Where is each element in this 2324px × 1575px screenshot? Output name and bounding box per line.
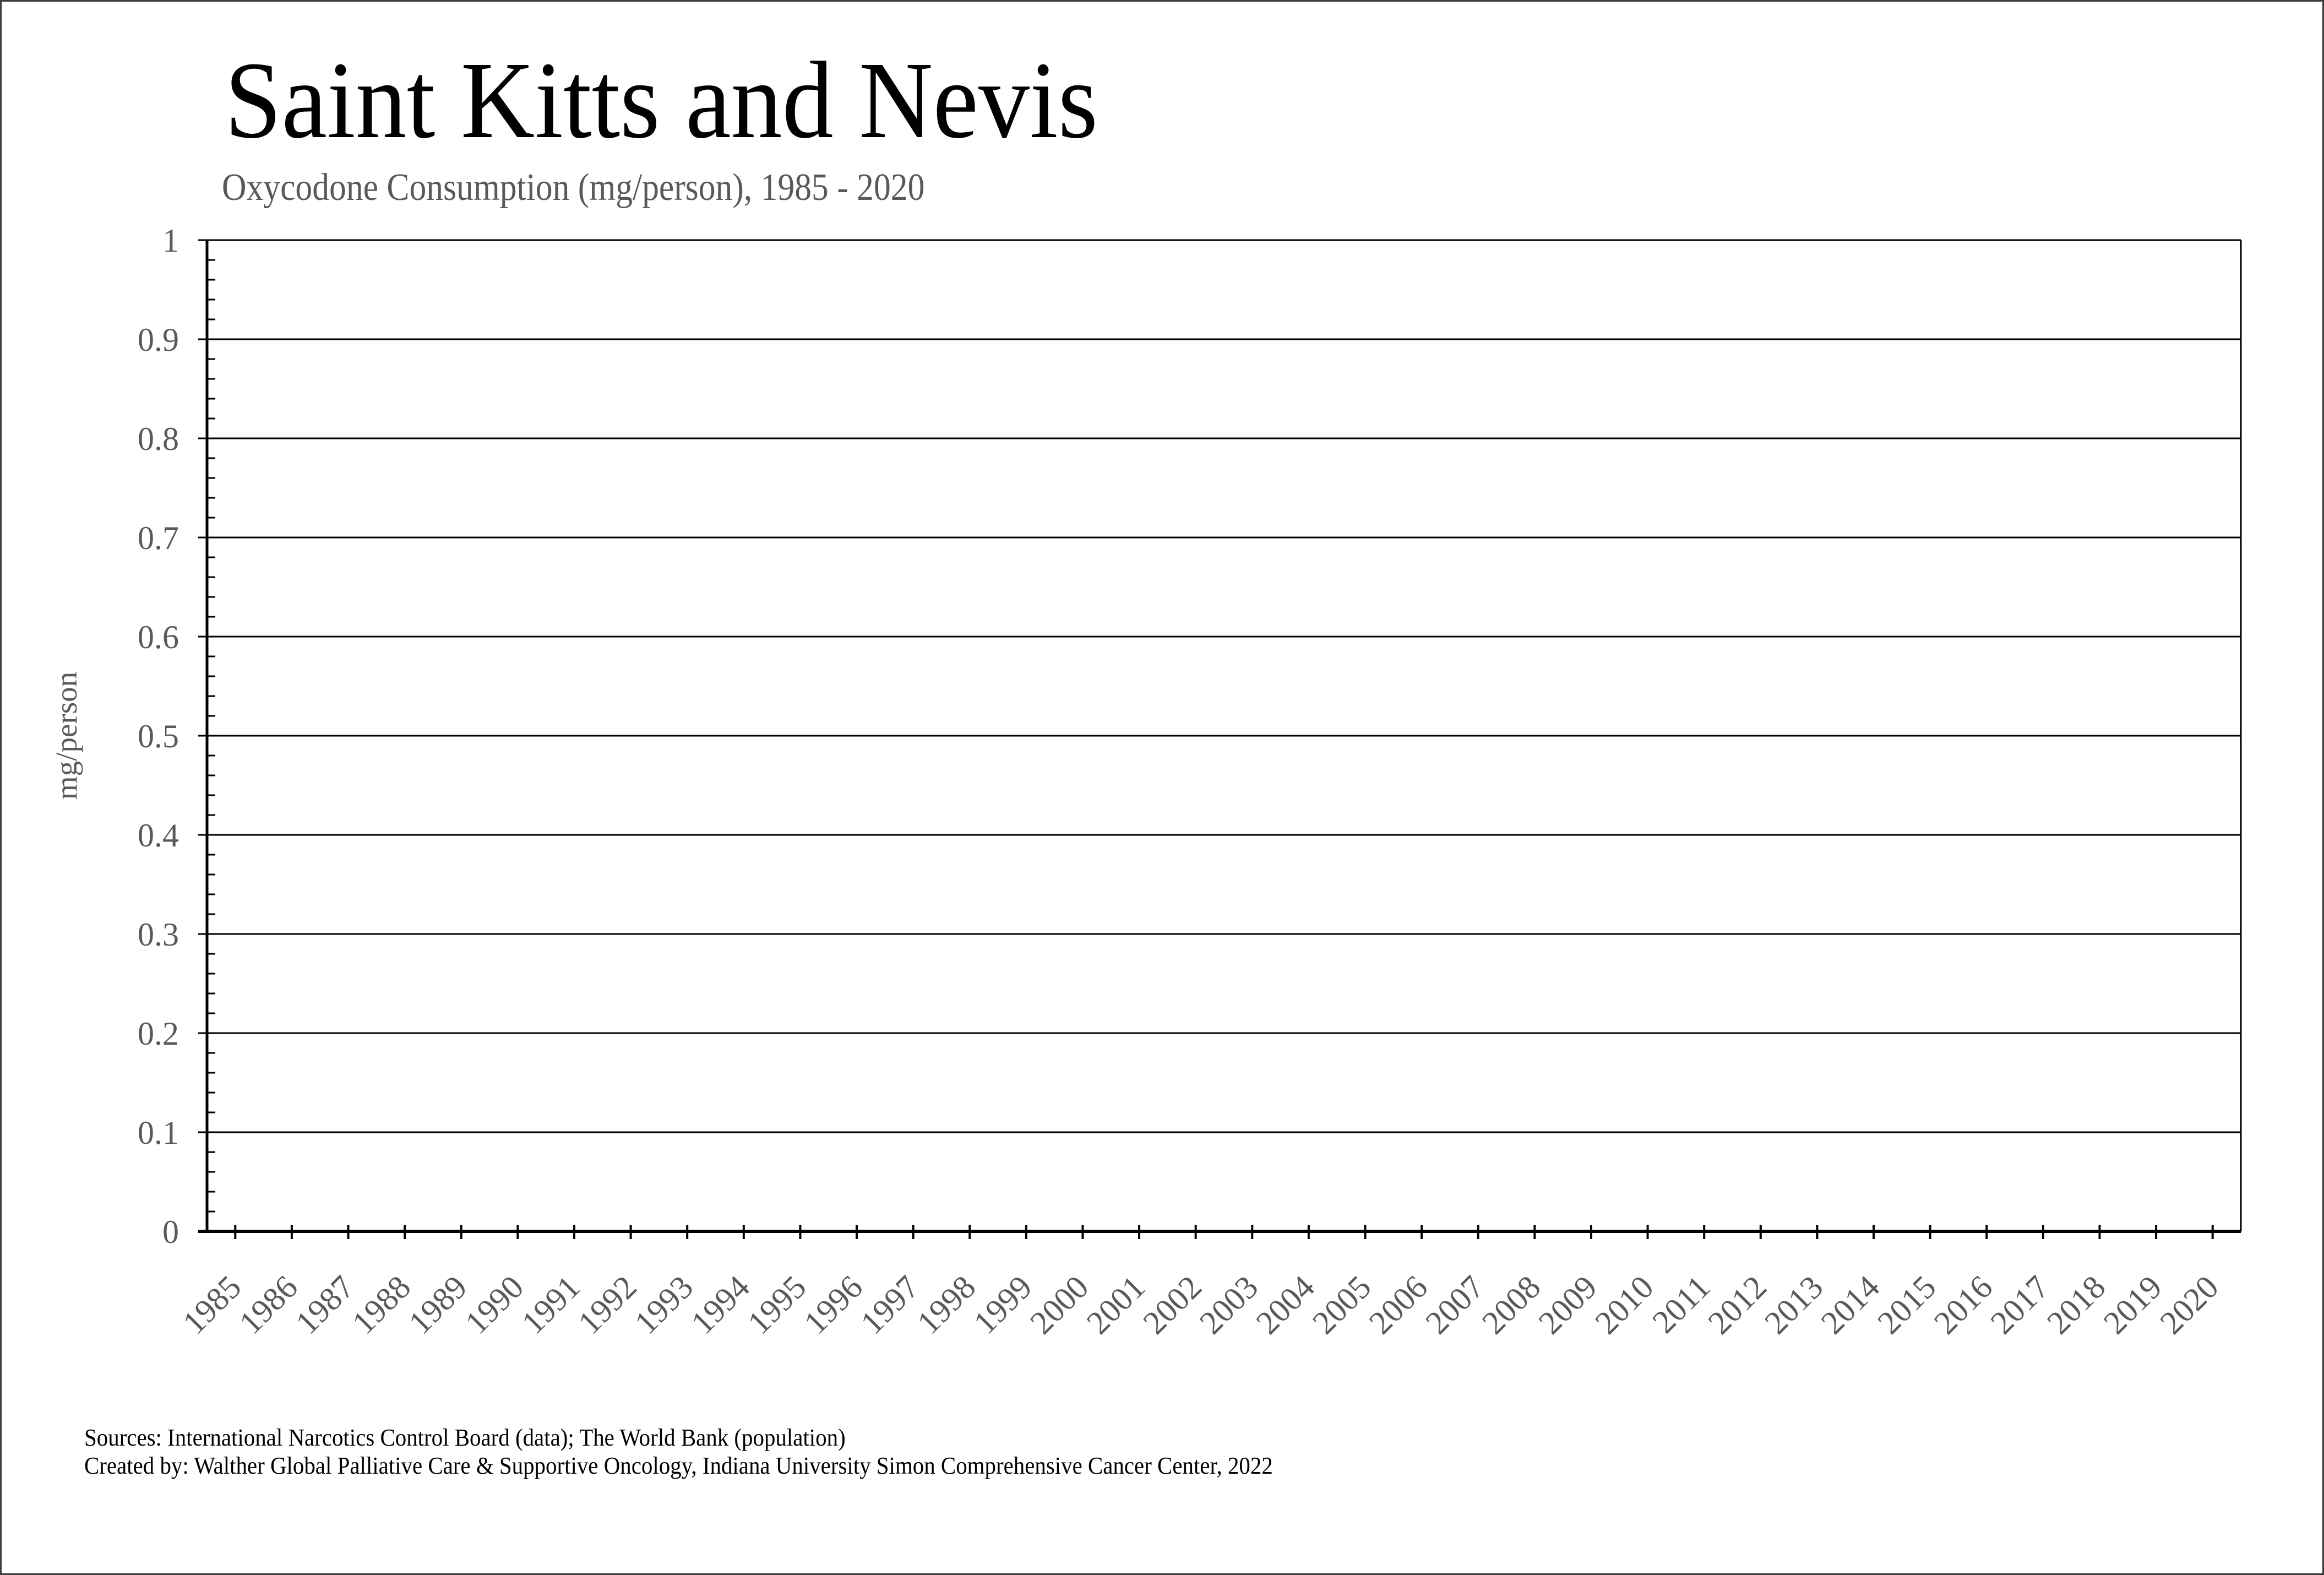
x-tick-label: 1991 xyxy=(515,1269,587,1342)
x-tick-label: 2007 xyxy=(1418,1269,1491,1342)
source-note: Sources: International Narcotics Control… xyxy=(84,1424,1273,1480)
x-tick-label: 2015 xyxy=(1870,1269,1943,1342)
x-tick-label: 2016 xyxy=(1927,1269,2000,1342)
x-tick-label: 2018 xyxy=(2040,1269,2113,1342)
y-tick-label: 0.1 xyxy=(138,1115,179,1151)
x-tick-label: 2020 xyxy=(2153,1269,2225,1342)
x-tick-label: 1994 xyxy=(684,1269,756,1342)
x-tick-label: 2005 xyxy=(1305,1269,1378,1342)
y-axis-title: mg/person xyxy=(50,672,83,800)
x-tick-label: 2006 xyxy=(1362,1269,1435,1342)
x-tick-label: 2001 xyxy=(1080,1269,1152,1342)
x-tick-label: 2002 xyxy=(1136,1269,1209,1342)
y-tick-label: 1 xyxy=(162,222,179,259)
x-tick-label: 2009 xyxy=(1532,1269,1604,1342)
x-tick-label: 1986 xyxy=(232,1269,305,1342)
y-tick-label: 0.2 xyxy=(138,1015,179,1052)
x-tick-label: 2011 xyxy=(1645,1269,1717,1340)
y-tick-label: 0.3 xyxy=(138,916,179,953)
y-tick-label: 0.9 xyxy=(138,322,179,358)
x-tick-label: 2008 xyxy=(1475,1269,1548,1342)
x-tick-label: 1990 xyxy=(458,1269,531,1342)
x-tick-label: 1998 xyxy=(910,1269,983,1342)
x-tick-label: 2017 xyxy=(1984,1269,2056,1342)
x-tick-label: 1995 xyxy=(741,1269,813,1342)
y-tick-label: 0.5 xyxy=(138,718,179,754)
sources-line: Sources: International Narcotics Control… xyxy=(84,1424,846,1451)
x-tick-label: 1985 xyxy=(176,1269,248,1342)
y-tick-label: 0.7 xyxy=(138,520,179,556)
x-tick-label: 2012 xyxy=(1701,1269,1773,1342)
x-tick-label: 2014 xyxy=(1814,1269,1887,1342)
x-tick-label: 1992 xyxy=(571,1269,644,1342)
x-tick-label: 2013 xyxy=(1757,1269,1830,1342)
x-tick-label: 2004 xyxy=(1249,1269,1322,1342)
credit-line: Created by: Walther Global Palliative Ca… xyxy=(84,1452,1273,1479)
x-tick-label: 1996 xyxy=(797,1269,870,1342)
x-tick-label: 2010 xyxy=(1588,1269,1661,1342)
x-tick-label: 1989 xyxy=(401,1269,474,1342)
x-tick-label: 2019 xyxy=(2097,1269,2169,1342)
x-tick-label: 2000 xyxy=(1023,1269,1096,1342)
x-tick-label: 2003 xyxy=(1193,1269,1265,1342)
x-tick-label: 1993 xyxy=(628,1269,700,1342)
y-tick-label: 0 xyxy=(162,1214,179,1250)
page-title: Saint Kitts and Nevis xyxy=(225,40,1098,161)
y-tick-label: 0.6 xyxy=(138,619,179,655)
x-tick-label: 1999 xyxy=(967,1269,1039,1342)
y-tick-label: 0.4 xyxy=(138,817,179,854)
x-tick-label: 1988 xyxy=(345,1269,418,1342)
x-tick-label: 1997 xyxy=(853,1269,926,1342)
chart-subtitle: Oxycodone Consumption (mg/person), 1985 … xyxy=(222,166,925,209)
y-tick-label: 0.8 xyxy=(138,421,179,457)
x-tick-label: 1987 xyxy=(289,1269,361,1342)
